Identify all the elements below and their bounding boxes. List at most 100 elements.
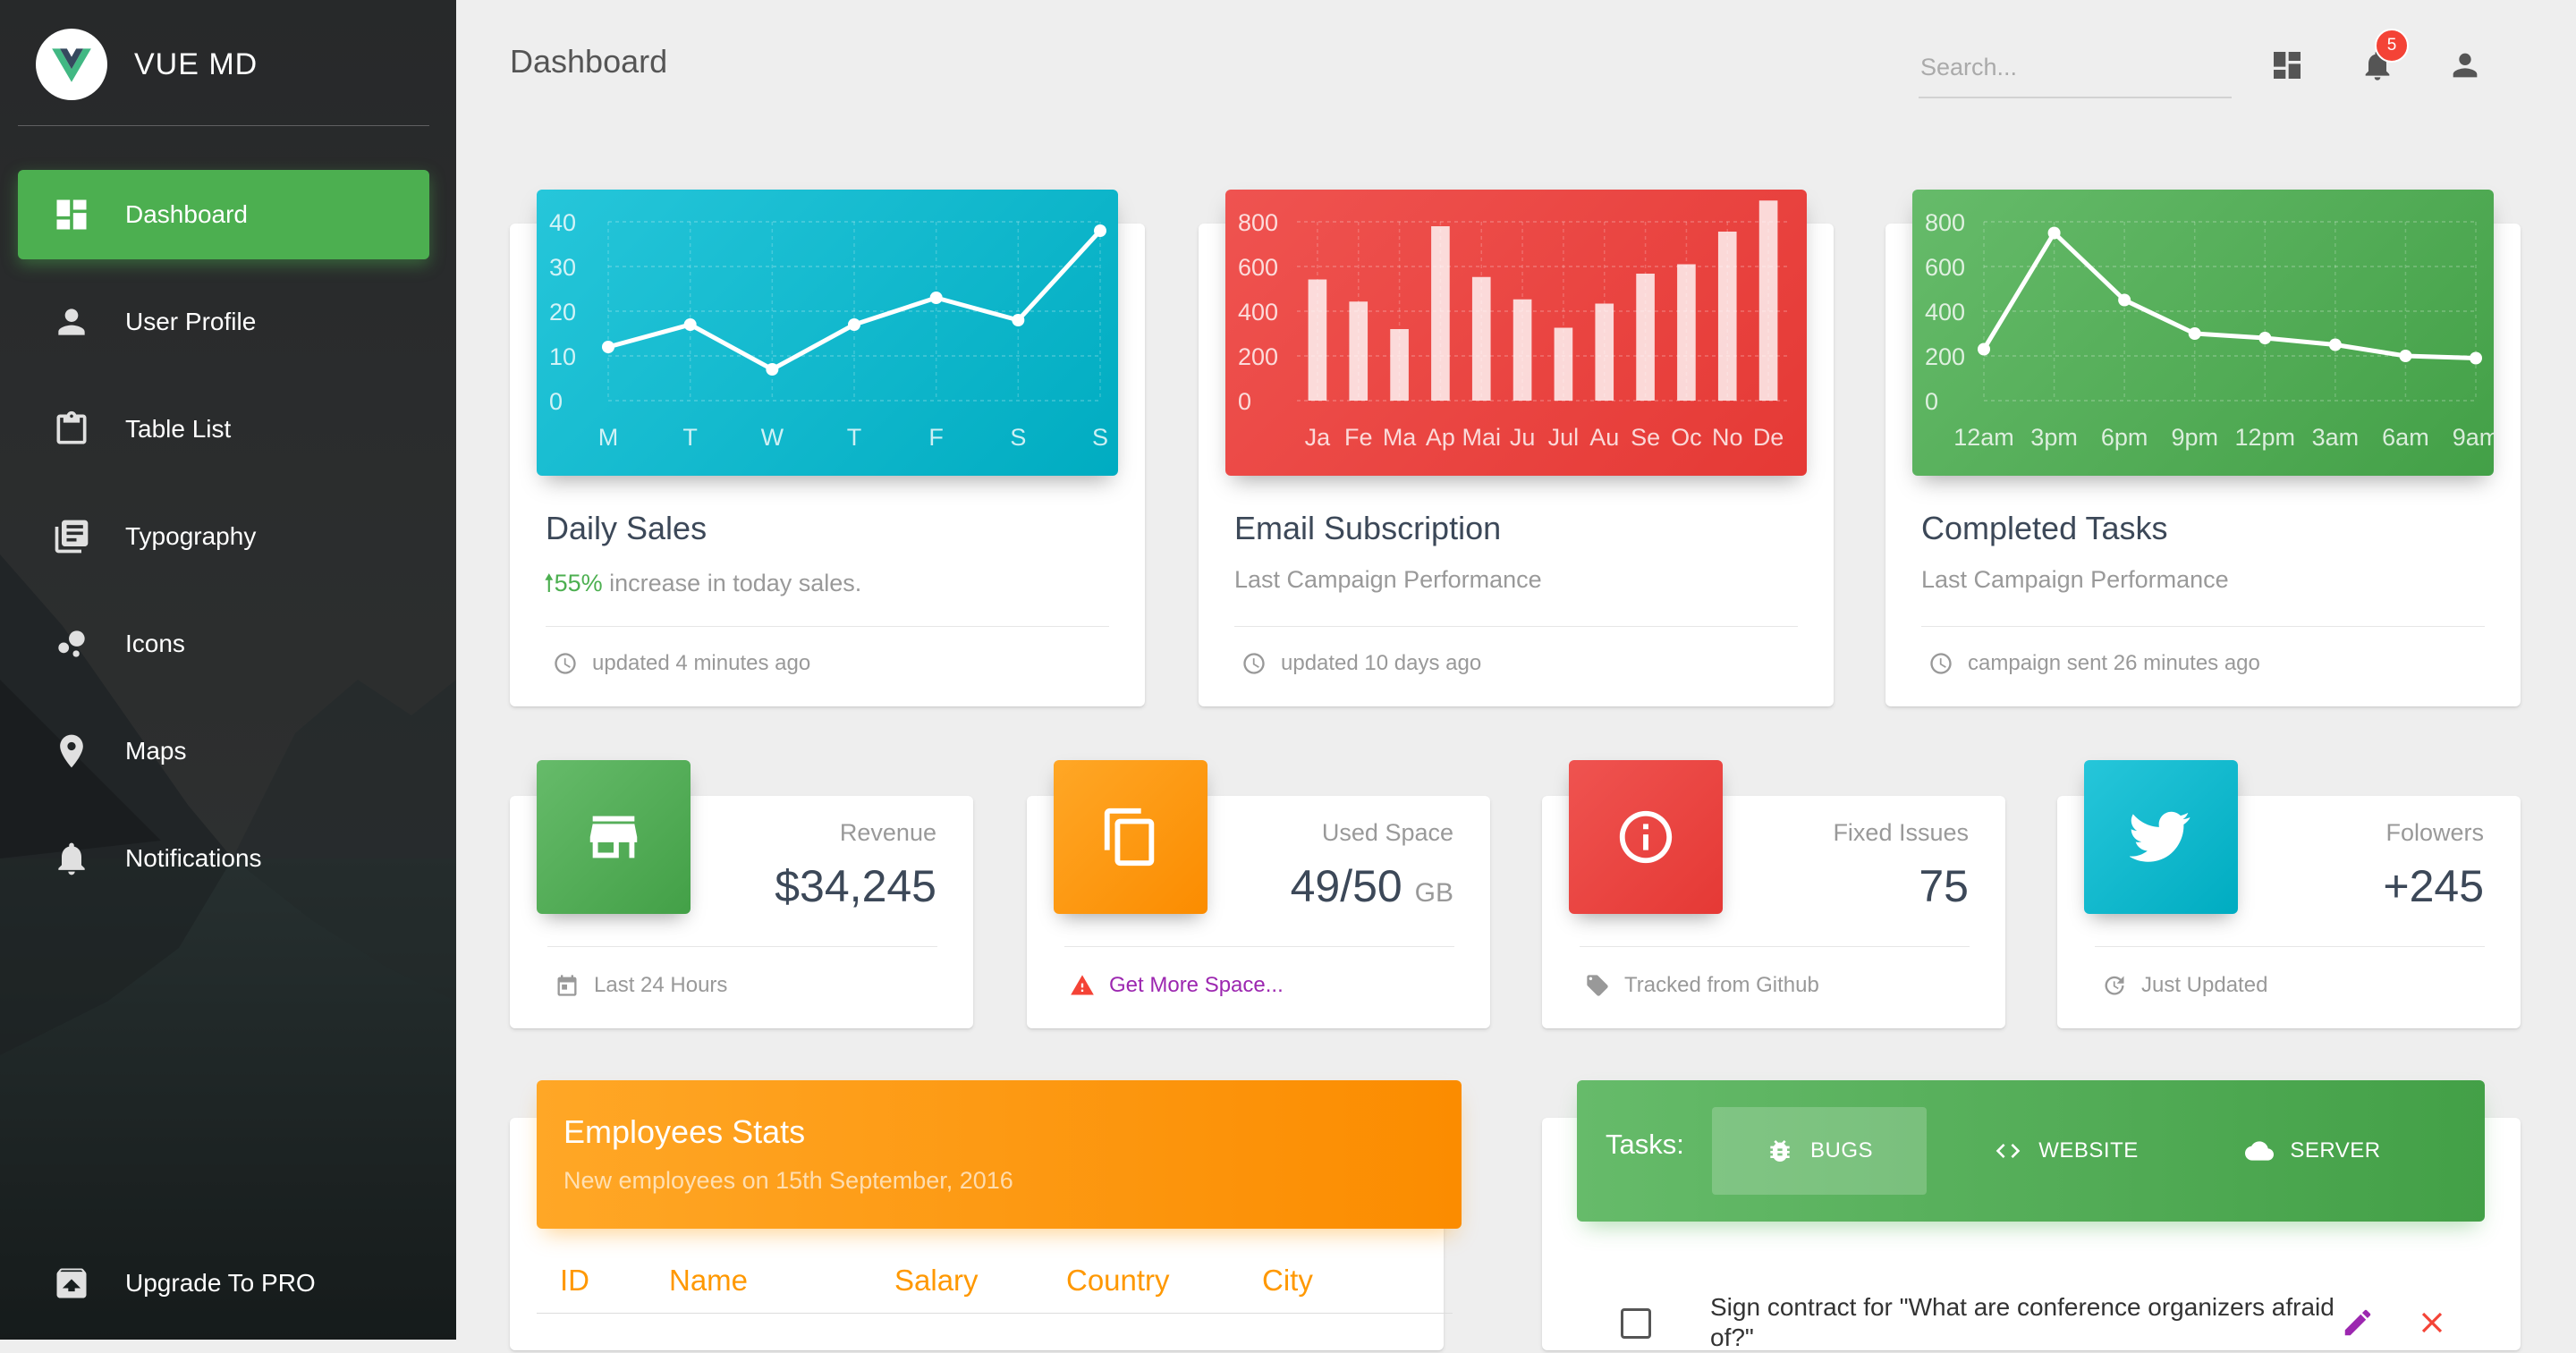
chart-point	[602, 341, 614, 353]
sidebar-item-user-profile[interactable]: User Profile	[18, 277, 429, 367]
x-tick-label: 3am	[2312, 424, 2360, 451]
daily-sales-percent: 55%	[554, 570, 603, 596]
sidebar-item-typography[interactable]: Typography	[18, 492, 429, 581]
revenue-footer-text: Last 24 Hours	[594, 973, 728, 997]
task-remove-button[interactable]	[2415, 1306, 2451, 1341]
account-button[interactable]	[2445, 45, 2486, 86]
y-tick-label: 800	[1238, 209, 1278, 236]
table-header-city[interactable]: City	[1262, 1264, 1313, 1297]
fixed-issues-value-text: 75	[1919, 861, 1969, 911]
brand-logo[interactable]: VUE MD	[36, 29, 258, 100]
card-divider	[547, 946, 937, 947]
y-tick-label: 10	[549, 343, 576, 370]
revenue-icon-box	[537, 760, 691, 914]
followers-label: Folowers	[2385, 819, 2484, 846]
task-edit-button[interactable]	[2341, 1306, 2377, 1341]
info-icon	[1619, 810, 1673, 864]
chart-point	[2258, 332, 2272, 344]
search-input[interactable]	[1919, 45, 2232, 89]
update-icon	[2105, 976, 2124, 995]
table-header-name[interactable]: Name	[669, 1264, 749, 1297]
clock-icon	[555, 653, 576, 674]
followers-icon-box	[2084, 760, 2238, 914]
x-tick-label: Oc	[1671, 424, 1702, 451]
sidebar-item-label: Typography	[125, 522, 257, 550]
revenue-label: Revenue	[839, 819, 936, 846]
revenue-value: $34,245	[671, 860, 936, 912]
daily-sales-chart-svg: 0 10 20 30 40 M T W T F S S	[549, 209, 1108, 451]
table-header-salary[interactable]: Salary	[894, 1264, 979, 1297]
chart-point	[683, 318, 697, 331]
task-text: Sign contract for "What are conference o…	[1710, 1293, 2334, 1351]
page-title: Dashboard	[510, 43, 668, 80]
x-tick-label: Jul	[1548, 424, 1580, 451]
copy-icon	[1104, 808, 1155, 867]
x-tick-label: S	[1010, 424, 1026, 451]
chart-point	[2047, 226, 2061, 240]
y-tick-label: 800	[1925, 209, 1965, 236]
chart-bar	[1513, 299, 1532, 401]
tasks-header	[1577, 1080, 2485, 1222]
daily-sales-footer: updated 4 minutes ago	[553, 651, 810, 676]
table-header-id[interactable]: ID	[560, 1264, 589, 1297]
daily-sales-chart: 0 10 20 30 40 M T W T F S S	[537, 190, 1118, 476]
used-space-value: 49/50 GB	[1188, 860, 1453, 912]
calendar-icon	[557, 975, 577, 996]
y-tick-label: 0	[1925, 388, 1938, 415]
x-tick-label: Au	[1589, 424, 1619, 451]
sidebar-item-dashboard[interactable]: Dashboard	[18, 170, 429, 259]
bubble-chart-icon	[52, 624, 91, 664]
library-books-icon	[52, 517, 91, 556]
x-tick-label: 12pm	[2235, 424, 2296, 451]
used-space-footer[interactable]: Get More Space...	[1070, 973, 1284, 998]
daily-sales-subtitle-text: increase in today sales.	[602, 570, 862, 596]
code-icon	[1996, 1144, 2021, 1158]
x-tick-label: De	[1753, 424, 1784, 451]
fixed-issues-icon-box	[1569, 760, 1723, 914]
sidebar-item-notifications[interactable]: Notifications	[18, 814, 429, 903]
email-subscription-chart-svg: 0 200 400 600 800 Ja Fe Ma Ap Mai Ju Jul Au Se Oc No De	[1238, 200, 1789, 451]
chart-point	[2188, 327, 2201, 340]
sidebar: VUE MD Dashboard User Profile Table List…	[0, 0, 456, 1340]
sidebar-item-upgrade[interactable]: Upgrade To PRO	[18, 1239, 429, 1328]
card-divider	[1580, 946, 1970, 947]
chart-bar	[1390, 329, 1409, 401]
sidebar-item-label: Maps	[125, 737, 187, 765]
email-subscription-subtitle: Last Campaign Performance	[1234, 566, 1542, 593]
tab-bugs[interactable]: BUGS	[1712, 1107, 1927, 1195]
dashboard-view-button[interactable]	[2267, 45, 2308, 86]
used-space-label: Used Space	[1321, 819, 1453, 846]
sidebar-item-table-list[interactable]: Table List	[18, 385, 429, 474]
sidebar-item-label: Table List	[125, 415, 232, 443]
y-tick-label: 400	[1238, 299, 1278, 326]
dashboard-icon	[2274, 52, 2301, 79]
followers-value-text: +245	[2383, 861, 2484, 911]
x-tick-label: 12am	[1953, 424, 2014, 451]
arrow-upward-icon: 🠕	[544, 570, 555, 596]
chart-bar	[1717, 232, 1737, 401]
chart-point	[1978, 342, 1990, 356]
tab-server[interactable]: SERVER	[2206, 1107, 2420, 1195]
get-more-space-link[interactable]: Get More Space...	[1109, 973, 1284, 997]
chart-point	[2328, 338, 2342, 351]
table-header-country[interactable]: Country	[1066, 1264, 1170, 1297]
bug-icon	[1770, 1140, 1790, 1162]
completed-tasks-footer-text: campaign sent 26 minutes ago	[1968, 651, 2260, 675]
sidebar-item-icons[interactable]: Icons	[18, 599, 429, 689]
person-icon	[52, 302, 91, 342]
completed-tasks-title: Completed Tasks	[1921, 510, 2168, 546]
x-tick-label: No	[1712, 424, 1743, 451]
tab-website[interactable]: WEBSITE	[1959, 1107, 2174, 1195]
fixed-issues-footer-text: Tracked from Github	[1624, 973, 1819, 997]
sidebar-item-maps[interactable]: Maps	[18, 706, 429, 796]
tag-icon	[1587, 975, 1608, 996]
search-field[interactable]	[1919, 45, 2232, 98]
task-checkbox[interactable]	[1621, 1308, 1651, 1339]
bell-icon	[52, 839, 91, 878]
x-tick-label: 6pm	[2101, 424, 2148, 451]
card-divider	[1064, 946, 1454, 947]
clipboard-icon	[52, 410, 91, 449]
tasks-label: Tasks:	[1606, 1129, 1684, 1160]
chart-bar	[1471, 276, 1491, 401]
x-tick-label: S	[1092, 424, 1108, 451]
